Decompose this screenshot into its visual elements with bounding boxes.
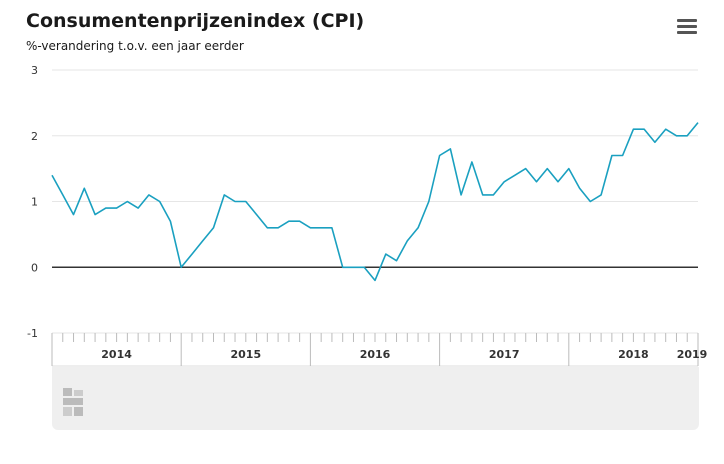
y-tick-label: 3 <box>31 64 38 77</box>
x-tick-label: 2015 <box>230 348 261 361</box>
chart-subtitle: %-verandering t.o.v. een jaar eerder <box>26 39 244 53</box>
y-tick-label: -1 <box>27 327 38 340</box>
cbs-logo-icon <box>63 388 83 416</box>
x-tick-label: 2019 <box>677 348 708 361</box>
x-tick-label: 2014 <box>101 348 132 361</box>
x-tick-label: 2016 <box>360 348 391 361</box>
navigator-panel <box>52 367 699 430</box>
y-tick-label: 1 <box>31 196 38 209</box>
y-tick-label: 2 <box>31 130 38 143</box>
menu-bar <box>677 19 697 22</box>
hamburger-menu-icon[interactable] <box>675 16 699 38</box>
chart-title: Consumentenprijzenindex (CPI) <box>26 10 365 32</box>
x-tick-label: 2018 <box>618 348 649 361</box>
y-tick-label: 0 <box>31 261 38 274</box>
menu-bar <box>677 25 697 28</box>
menu-bar <box>677 31 697 34</box>
series-line <box>51 122 699 282</box>
x-tick-label: 2017 <box>489 348 520 361</box>
